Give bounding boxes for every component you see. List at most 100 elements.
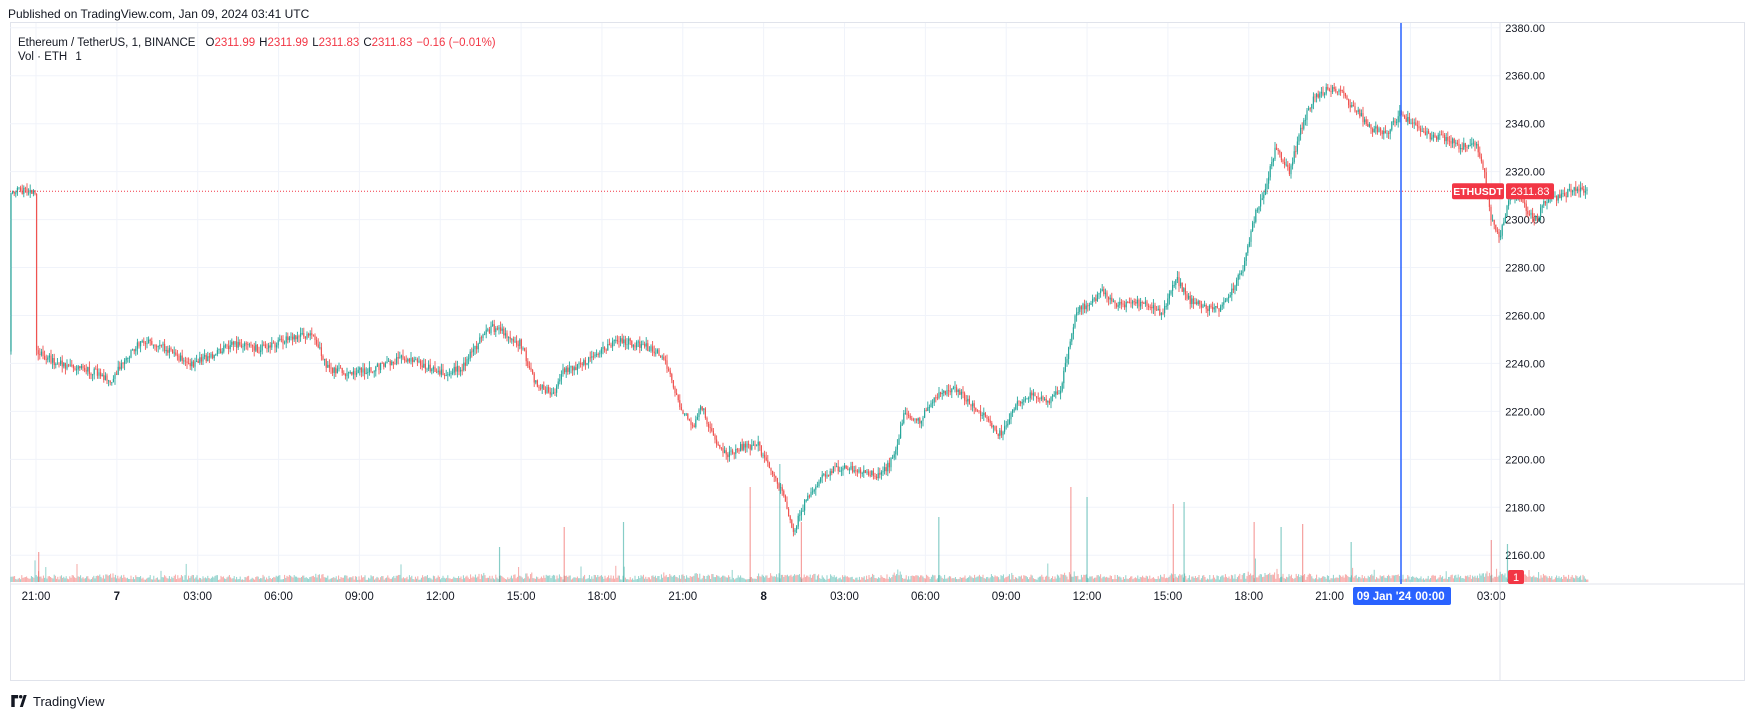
candle-body [896, 444, 898, 450]
candle-body [973, 403, 975, 409]
candle-body [1501, 225, 1503, 236]
candle-body [359, 367, 361, 370]
time-tick-label: 03:00 [830, 591, 859, 603]
candle-body [360, 367, 362, 373]
candle-body [890, 458, 892, 468]
candle-body [1338, 89, 1340, 93]
legend-low-value: 2311.83 [318, 37, 360, 49]
candle-body [584, 360, 586, 365]
candle-body [1013, 409, 1015, 411]
candle-body [117, 366, 119, 375]
candle-body [1426, 130, 1428, 136]
candle-body [1301, 127, 1303, 129]
candle-body [836, 466, 838, 468]
candle-body [700, 406, 702, 410]
candle-body [439, 370, 441, 375]
candle-body [1372, 129, 1374, 133]
candle-body [968, 398, 970, 405]
candle-body [34, 190, 36, 194]
candle-body [863, 470, 865, 474]
candle-body [1346, 96, 1348, 100]
candle-body [1232, 288, 1234, 291]
candle-body [1168, 293, 1170, 299]
candle-body [159, 344, 161, 347]
time-tick-label: 06:00 [264, 591, 293, 603]
time-tick-label: 15:00 [507, 591, 536, 603]
candle-body [1394, 120, 1396, 123]
candle-body [938, 392, 940, 398]
candle-body [1415, 122, 1417, 126]
candle-body [220, 348, 222, 354]
candle-body [1412, 122, 1414, 124]
candle-body [912, 419, 914, 421]
candle-body [311, 333, 313, 335]
candle-body [1058, 393, 1060, 395]
candle-body [967, 398, 969, 402]
candle-body [461, 369, 463, 371]
candle-body [816, 486, 818, 487]
candle-body [1455, 142, 1457, 144]
candle-body [845, 465, 847, 469]
price-tick-label: 2220.00 [1505, 406, 1545, 418]
candle-body [1541, 205, 1543, 208]
candle-body [804, 500, 806, 511]
candle-body [468, 358, 470, 360]
candle-body [1050, 396, 1052, 404]
candle-body [128, 357, 130, 359]
candle-body [199, 357, 201, 363]
candle-body [21, 190, 23, 194]
candle-body [1340, 89, 1342, 91]
candle-body [693, 425, 695, 428]
candle-body [24, 187, 26, 189]
candle-body [1082, 303, 1084, 310]
candle-body [1386, 133, 1388, 134]
time-tick-label: 15:00 [1154, 591, 1183, 603]
candle-body [1381, 130, 1383, 135]
candle-body [1352, 105, 1354, 107]
candle-body [66, 364, 68, 369]
candle-body [735, 448, 737, 454]
candle-body [1448, 140, 1450, 142]
candle-body [1295, 151, 1297, 153]
candle-body [781, 487, 783, 491]
volume-label[interactable]: Vol · ETH [18, 51, 68, 63]
candle-body [682, 410, 684, 414]
candle-body [941, 392, 943, 395]
candle-body [173, 352, 175, 354]
candle-body [101, 374, 103, 377]
candle-body [388, 360, 390, 362]
candle-body [951, 388, 953, 393]
candle-body [767, 460, 769, 463]
candle-body [1031, 392, 1033, 396]
candle-body [362, 368, 364, 373]
legend-symbol[interactable]: Ethereum / TetherUS, 1, BINANCE [18, 37, 196, 49]
candle-body [368, 367, 370, 373]
candle-body [152, 344, 154, 346]
candle-body [175, 352, 177, 355]
candle-body [714, 435, 716, 440]
candle-body [1024, 398, 1026, 401]
candle-body [1317, 94, 1319, 98]
candle-body [464, 362, 466, 366]
candle-body [589, 357, 591, 359]
candle-body [527, 361, 529, 367]
candle-body [1196, 302, 1198, 305]
candle-body [1319, 93, 1321, 98]
candle-body [149, 339, 151, 341]
candle-body [93, 368, 95, 375]
candle-body [610, 344, 612, 347]
candle-body [1336, 91, 1338, 93]
candle-body [1540, 207, 1542, 217]
candle-body [861, 473, 863, 474]
candle-body [986, 416, 988, 419]
candle-body [333, 367, 335, 373]
candle-body [1216, 305, 1218, 309]
candle-body [1244, 260, 1246, 271]
candle-body [272, 342, 274, 344]
candle-body [944, 390, 946, 395]
chart-frame[interactable] [10, 22, 1745, 681]
candle-body [372, 371, 374, 373]
candle-body [55, 364, 57, 366]
candle-body [791, 520, 793, 528]
